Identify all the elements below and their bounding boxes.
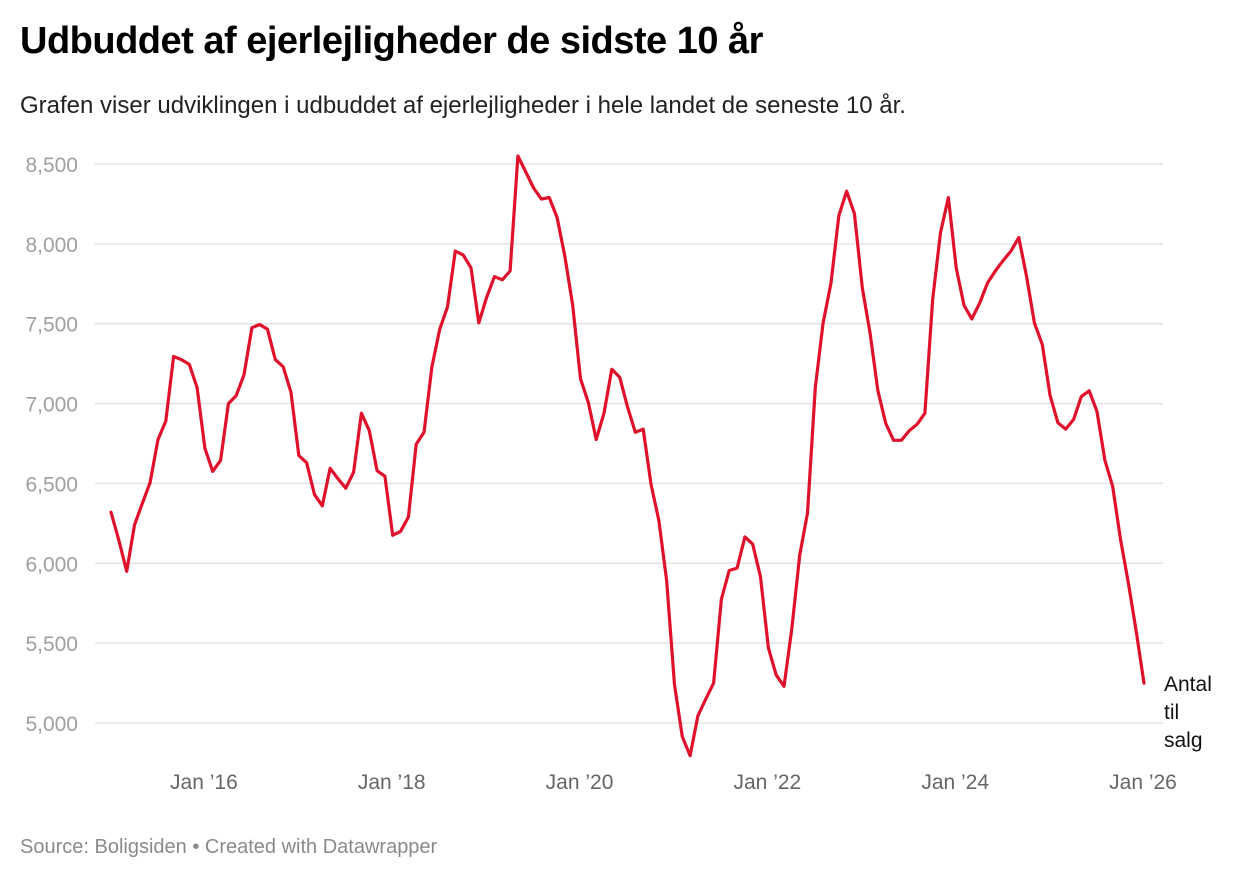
series-label: Antal til salg: [1164, 673, 1212, 752]
x-axis: Jan ’16 Jan ’18 Jan ’20 Jan ’22 Jan ’24 Jan ’…: [170, 771, 1177, 794]
series-line: [109, 154, 1146, 758]
gridlines: [95, 163, 1163, 724]
x-tick-label: Jan ’22: [734, 771, 802, 794]
series-layer: [109, 154, 1146, 758]
source-note: Source: Boligsiden • Created with Datawr…: [20, 836, 438, 858]
series-end-label: til: [1164, 701, 1179, 724]
x-tick-label: Jan ’26: [1109, 771, 1177, 794]
y-tick-label: 6,000: [25, 553, 78, 576]
y-tick-label: 5,500: [25, 633, 78, 656]
y-tick-label: 6,500: [25, 473, 78, 496]
series-end-label: Antal: [1164, 673, 1212, 696]
y-tick-label: 7,500: [25, 314, 78, 337]
y-tick-label: 5,000: [25, 713, 78, 736]
chart-title: Udbuddet af ejerlejligheder de sidste 10…: [20, 20, 763, 62]
series-end-label: salg: [1164, 729, 1203, 752]
x-tick-label: Jan ’18: [358, 771, 426, 794]
y-tick-label: 8,500: [25, 154, 78, 177]
x-tick-label: Jan ’20: [546, 771, 614, 794]
y-tick-label: 7,000: [25, 394, 78, 417]
x-tick-label: Jan ’24: [921, 771, 989, 794]
chart-subtitle: Grafen viser udviklingen i udbuddet af e…: [20, 92, 906, 119]
y-tick-label: 8,000: [25, 234, 78, 257]
x-tick-label: Jan ’16: [170, 771, 238, 794]
y-axis: 5,000 5,500 6,000 6,500 7,000 7,500 8,000 8,500: [25, 154, 78, 736]
